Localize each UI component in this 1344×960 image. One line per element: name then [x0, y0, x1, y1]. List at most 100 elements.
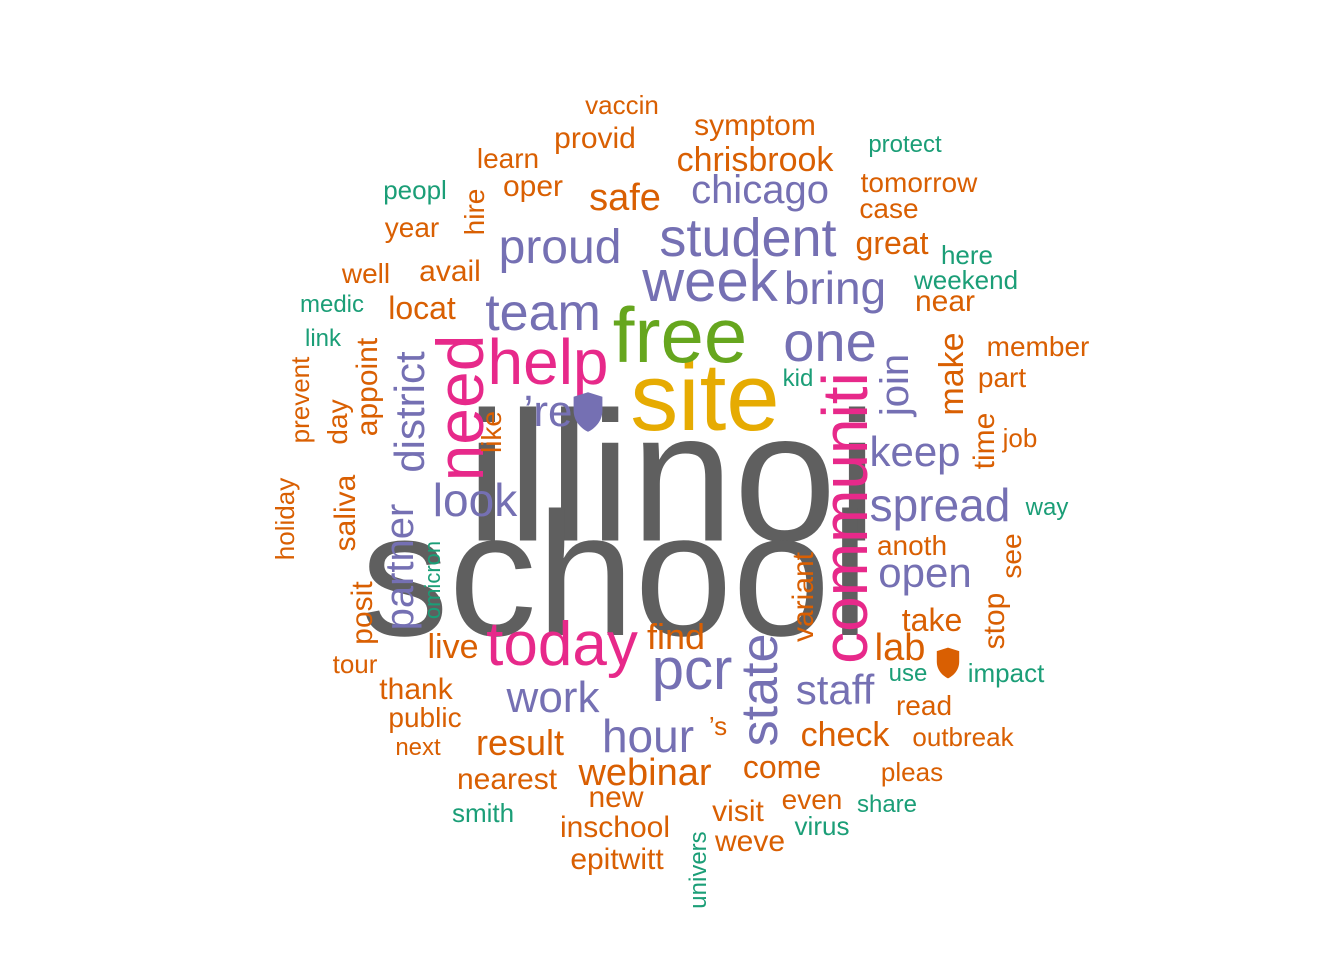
word-read: read — [895, 690, 953, 721]
word-great: great — [855, 225, 929, 261]
word-make: make — [933, 332, 971, 416]
word-outbreak: outbreak — [912, 722, 1014, 752]
word-epitwitt: epitwitt — [570, 843, 664, 876]
word-work: work — [506, 673, 600, 722]
word-weve: weve — [714, 825, 786, 858]
word-here: here — [940, 240, 994, 270]
word-team: team — [485, 284, 601, 342]
word-link: link — [304, 325, 342, 352]
word-prevent: prevent — [285, 356, 315, 444]
word-thank: thank — [379, 673, 453, 706]
word-join: join — [873, 353, 917, 417]
word-webinar: webinar — [578, 752, 712, 794]
word-oper: oper — [502, 170, 564, 203]
word-one: one — [783, 310, 877, 373]
word-vaccin: vaccin — [585, 90, 659, 120]
word-hour: hour — [601, 710, 695, 762]
word-medic: medic — [299, 291, 365, 318]
word-kid: kid — [782, 365, 814, 392]
word-communiti: communiti — [809, 372, 881, 664]
word-stop: stop — [978, 592, 1011, 650]
word-result: result — [475, 722, 565, 763]
word-look: look — [432, 474, 518, 526]
word-bring: bring — [783, 262, 887, 314]
word-anoth: anoth — [876, 530, 948, 561]
word-omicron: omicron — [420, 540, 445, 620]
word-lab: lab — [874, 627, 926, 669]
word-find: find — [646, 616, 706, 657]
word-re: ’re — [523, 387, 573, 436]
word-like: like — [476, 410, 507, 454]
word-new: new — [588, 781, 644, 814]
word-public: public — [388, 702, 462, 733]
word-way: way — [1025, 494, 1069, 521]
word-help: help — [487, 326, 609, 398]
word-take: take — [901, 602, 963, 638]
word-district: district — [386, 351, 433, 473]
word-keep: keep — [869, 428, 961, 475]
word-site: site — [630, 344, 780, 451]
word-virus: virus — [794, 811, 850, 841]
word-illinoi: illinoi — [466, 374, 878, 581]
word-pleas: pleas — [880, 757, 944, 787]
word-day: day — [322, 399, 353, 445]
word-proud: proud — [498, 221, 622, 274]
word-free: free — [612, 291, 748, 379]
orange-shield-icon — [936, 647, 960, 679]
word-pcr: pcr — [651, 637, 733, 702]
word-part: part — [977, 362, 1027, 393]
word-well: well — [341, 258, 391, 289]
word-case: case — [859, 193, 919, 224]
word-partner: partner — [378, 503, 422, 631]
word-appoint: appoint — [351, 337, 384, 437]
word-student: student — [659, 208, 837, 268]
word-today: today — [486, 610, 638, 679]
word-learn: learn — [476, 143, 540, 174]
word-state: state — [731, 633, 789, 747]
purple-shield-icon — [573, 392, 603, 432]
word-chrisbrook: chrisbrook — [676, 141, 834, 179]
word-chicago: chicago — [691, 168, 829, 212]
word-even: even — [781, 784, 843, 815]
word-share: share — [856, 791, 918, 818]
word-need: need — [423, 334, 497, 482]
word-avail: avail — [419, 255, 481, 288]
word-live: live — [427, 628, 479, 666]
word-provid: provid — [554, 122, 636, 155]
word-inschool: inschool — [559, 811, 671, 844]
word-use: use — [888, 660, 928, 687]
word-locat: locat — [388, 290, 456, 326]
word-holiday: holiday — [270, 477, 300, 561]
word-come: come — [742, 749, 822, 785]
word-smith: smith — [451, 798, 515, 828]
word-open: open — [878, 549, 972, 596]
word-tomorrow: tomorrow — [860, 167, 978, 198]
word-weekend: weekend — [913, 265, 1019, 295]
word-safe: safe — [589, 177, 661, 219]
word-tour: tour — [332, 649, 378, 679]
word-s: ’s — [708, 711, 728, 741]
word-staff: staff — [795, 666, 875, 713]
word-member: member — [986, 331, 1090, 362]
word-next: next — [395, 734, 441, 761]
word-year: year — [384, 212, 440, 243]
word-check: check — [800, 716, 890, 754]
word-univers: univers — [685, 831, 712, 909]
word-hire: hire — [459, 188, 490, 236]
word-posit: posit — [346, 581, 379, 645]
word-school: school — [360, 477, 870, 673]
word-week: week — [642, 249, 778, 314]
word-near: near — [914, 285, 976, 318]
word-see: see — [996, 533, 1027, 579]
word-time: time — [968, 412, 1001, 470]
word-nearest: nearest — [456, 763, 558, 796]
word-saliva: saliva — [329, 474, 362, 552]
word-job: job — [1002, 423, 1038, 453]
word-spread: spread — [869, 479, 1011, 531]
word-peopl: peopl — [383, 175, 447, 205]
word-variant: variant — [787, 551, 820, 643]
word-protect: protect — [868, 131, 942, 158]
word-visit: visit — [712, 795, 764, 828]
word-symptom: symptom — [694, 109, 816, 142]
